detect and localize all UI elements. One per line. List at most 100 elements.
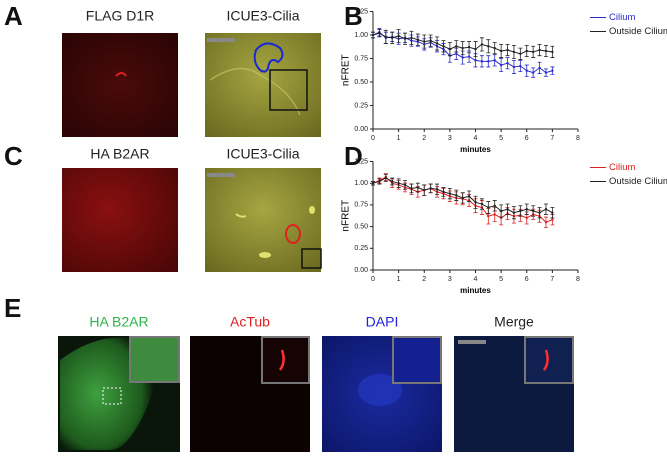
point xyxy=(467,195,471,198)
micrograph xyxy=(62,33,178,137)
point xyxy=(384,176,388,180)
point xyxy=(467,46,471,49)
point xyxy=(371,33,375,37)
point xyxy=(525,208,528,211)
cilium xyxy=(542,349,549,371)
legend-label: Cilium xyxy=(609,12,635,23)
cilium xyxy=(235,213,247,218)
point xyxy=(461,196,464,200)
x-tick-label: 8 xyxy=(576,276,580,283)
point xyxy=(429,187,432,190)
point xyxy=(410,36,413,40)
point xyxy=(551,69,554,72)
point xyxy=(455,52,458,55)
point xyxy=(519,64,522,68)
point xyxy=(499,49,503,53)
point xyxy=(416,186,420,189)
point xyxy=(544,71,548,74)
y-tick-label: 0.25 xyxy=(354,102,368,109)
inset xyxy=(129,336,180,383)
point xyxy=(531,71,535,74)
scale-bar xyxy=(207,38,235,42)
x-tick-label: 6 xyxy=(525,276,529,283)
x-tick-label: 7 xyxy=(550,276,554,283)
nucleus xyxy=(358,374,402,406)
point xyxy=(525,69,528,72)
y-tick-label: 0.75 xyxy=(354,55,368,62)
point xyxy=(506,208,509,211)
point xyxy=(551,218,554,221)
point xyxy=(371,182,375,185)
micrograph xyxy=(62,168,178,272)
point xyxy=(455,194,458,197)
inset xyxy=(261,336,310,384)
y-tick-label: 0.50 xyxy=(354,223,368,230)
x-tick-label: 3 xyxy=(448,276,452,283)
x-tick-label: 4 xyxy=(474,276,478,283)
image-label: FLAG D1R xyxy=(86,8,154,24)
legend-label: Cilium xyxy=(609,162,635,173)
point xyxy=(551,50,554,54)
x-tick-label: 4 xyxy=(474,135,478,142)
e-labels: HA B2AR AcTub DAPI Merge xyxy=(89,314,534,330)
point xyxy=(512,65,516,69)
scale-bar xyxy=(207,173,235,177)
image-label: Merge xyxy=(494,314,534,330)
point xyxy=(487,45,490,48)
point xyxy=(448,47,452,51)
x-tick-label: 2 xyxy=(422,276,426,283)
y-tick-label: 1.25 xyxy=(354,8,368,15)
point xyxy=(435,42,439,45)
point xyxy=(487,206,490,209)
y-tick-label: 1.00 xyxy=(354,180,368,187)
roi-contour xyxy=(285,224,301,244)
point xyxy=(531,209,535,213)
point xyxy=(493,213,496,216)
point xyxy=(525,216,528,220)
point xyxy=(391,180,394,183)
point xyxy=(480,43,484,46)
x-tick-label: 0 xyxy=(371,135,375,142)
point xyxy=(410,187,413,190)
point xyxy=(403,37,407,40)
image-label: AcTub xyxy=(230,314,270,330)
y-axis-label: nFRET xyxy=(341,54,352,86)
x-tick-label: 8 xyxy=(576,135,580,142)
point xyxy=(499,63,503,67)
y-tick-label: 0.00 xyxy=(354,267,368,274)
charts: 0.00 0.25 0.50 0.75 1.00 1.25 0 1 2 3 4 5 6 7 8 nFRET mi… xyxy=(341,8,667,295)
roi-box xyxy=(102,387,122,405)
point xyxy=(493,204,496,207)
point xyxy=(442,45,445,48)
inset xyxy=(392,336,442,384)
y-tick-label: 1.00 xyxy=(354,32,368,39)
point xyxy=(487,214,490,218)
roi-box xyxy=(269,69,308,111)
point xyxy=(397,182,400,185)
point xyxy=(461,46,464,50)
point xyxy=(480,202,484,206)
cilium xyxy=(278,349,285,371)
point xyxy=(474,47,477,51)
x-tick-label: 6 xyxy=(525,135,529,142)
point xyxy=(461,56,464,59)
y-tick-label: 0.75 xyxy=(354,202,368,209)
image-label: ICUE3-Cilia xyxy=(226,146,299,162)
point xyxy=(403,183,407,187)
point xyxy=(391,36,394,40)
x-tick-label: 1 xyxy=(397,276,401,283)
point xyxy=(538,48,541,52)
point xyxy=(493,46,496,50)
point xyxy=(544,208,548,211)
point xyxy=(519,52,522,55)
x-tick-label: 5 xyxy=(499,276,503,283)
point xyxy=(544,221,548,224)
point xyxy=(448,192,452,195)
y-tick-label: 1.25 xyxy=(354,158,368,165)
point xyxy=(544,49,548,53)
panel-label: C xyxy=(4,141,23,171)
point xyxy=(442,190,445,194)
point xyxy=(429,39,432,42)
x-tick-label: 1 xyxy=(397,135,401,142)
spot xyxy=(259,252,271,258)
